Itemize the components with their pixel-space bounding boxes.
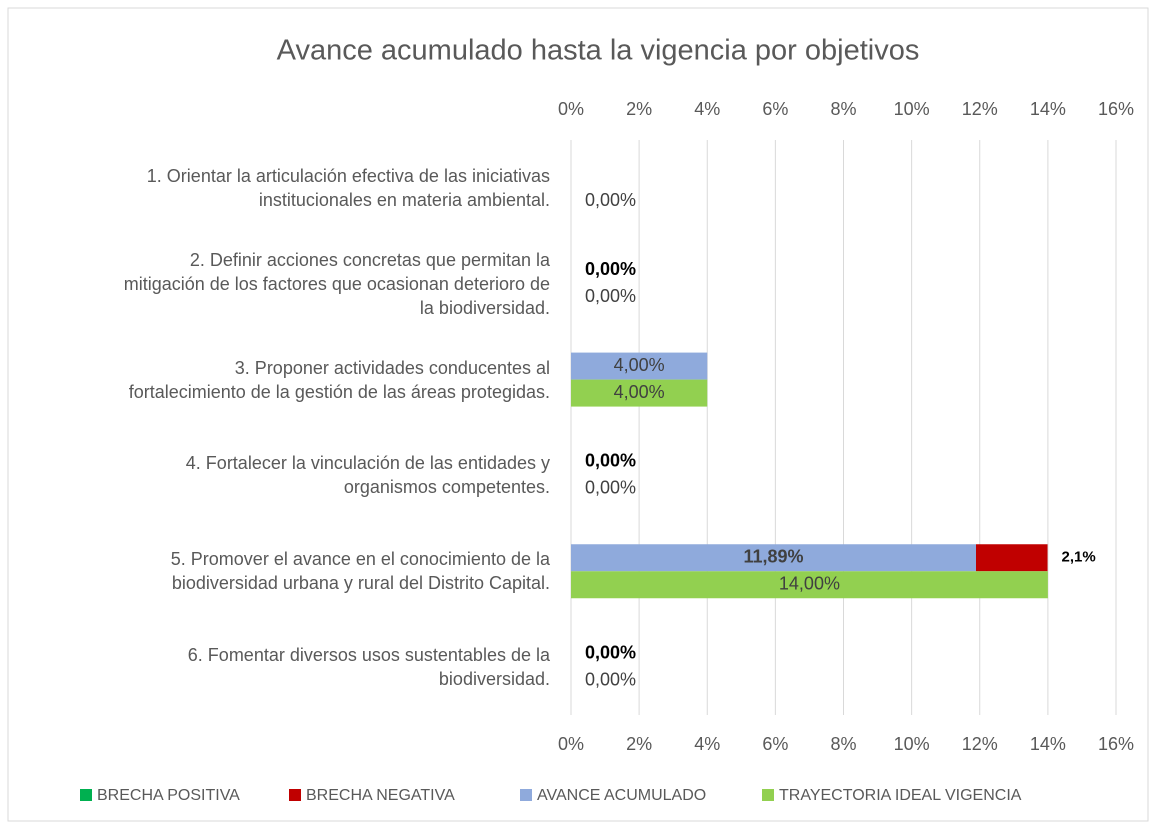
bar <box>571 379 708 407</box>
data-label: 0,00% <box>585 669 636 689</box>
x-tick-label-top: 4% <box>694 99 720 119</box>
category-label: 1. Orientar la articulación efectiva de … <box>146 165 550 210</box>
data-label: 11,89% <box>743 547 803 567</box>
data-label: 0,00% <box>585 286 636 306</box>
data-label: 0,00% <box>585 190 636 210</box>
data-label: 0,00% <box>585 478 636 498</box>
data-label: 0,00% <box>585 451 636 471</box>
data-label: 14,00% <box>779 574 840 594</box>
x-tick-label-top: 16% <box>1098 99 1134 119</box>
bar <box>571 352 708 380</box>
legend-swatch <box>80 789 92 801</box>
bar <box>976 544 1048 572</box>
chart-border <box>7 7 1149 822</box>
legend-swatch <box>520 789 532 801</box>
x-tick-label-top: 8% <box>830 99 856 119</box>
legend-swatch <box>762 789 774 801</box>
x-tick-label-top: 6% <box>762 99 788 119</box>
x-tick-label-bottom: 0% <box>558 734 584 754</box>
x-tick-label-bottom: 4% <box>694 734 720 754</box>
legend-label: BRECHA NEGATIVA <box>306 787 455 804</box>
category-label: 2. Definir acciones concretas que permit… <box>123 249 550 318</box>
x-tick-label-bottom: 2% <box>626 734 652 754</box>
data-label: 4,00% <box>614 382 665 402</box>
legend-label: BRECHA POSITIVA <box>97 787 240 804</box>
data-label: 0,00% <box>585 259 636 279</box>
x-tick-label-bottom: 12% <box>962 734 998 754</box>
category-label: 6. Fomentar diversos usos sustentables d… <box>187 645 550 690</box>
data-label: 4,00% <box>614 355 665 375</box>
data-label: 2,1% <box>1062 549 1096 566</box>
category-label: 3. Proponer actividades conducentes al f… <box>128 357 550 402</box>
x-tick-label-bottom: 10% <box>894 734 930 754</box>
x-tick-label-top: 10% <box>894 99 930 119</box>
x-tick-label-top: 12% <box>962 99 998 119</box>
legend-label: TRAYECTORIA IDEAL VIGENCIA <box>779 787 1022 804</box>
x-tick-label-top: 2% <box>626 99 652 119</box>
x-tick-label-bottom: 6% <box>762 734 788 754</box>
legend-label: AVANCE ACUMULADO <box>537 787 706 804</box>
data-label: 0,00% <box>585 642 636 662</box>
category-label: 5. Promover el avance en el conocimiento… <box>170 549 550 594</box>
bar <box>571 544 977 572</box>
x-tick-label-top: 14% <box>1030 99 1066 119</box>
chart-title: Avance acumulado hasta la vigencia por o… <box>277 35 920 67</box>
legend-swatch <box>289 789 301 801</box>
x-tick-label-bottom: 14% <box>1030 734 1066 754</box>
bar <box>571 571 1048 599</box>
x-tick-label-top: 0% <box>558 99 584 119</box>
x-tick-label-bottom: 8% <box>830 734 856 754</box>
category-label: 4. Fortalecer la vinculación de las enti… <box>185 453 550 498</box>
x-tick-label-bottom: 16% <box>1098 734 1134 754</box>
